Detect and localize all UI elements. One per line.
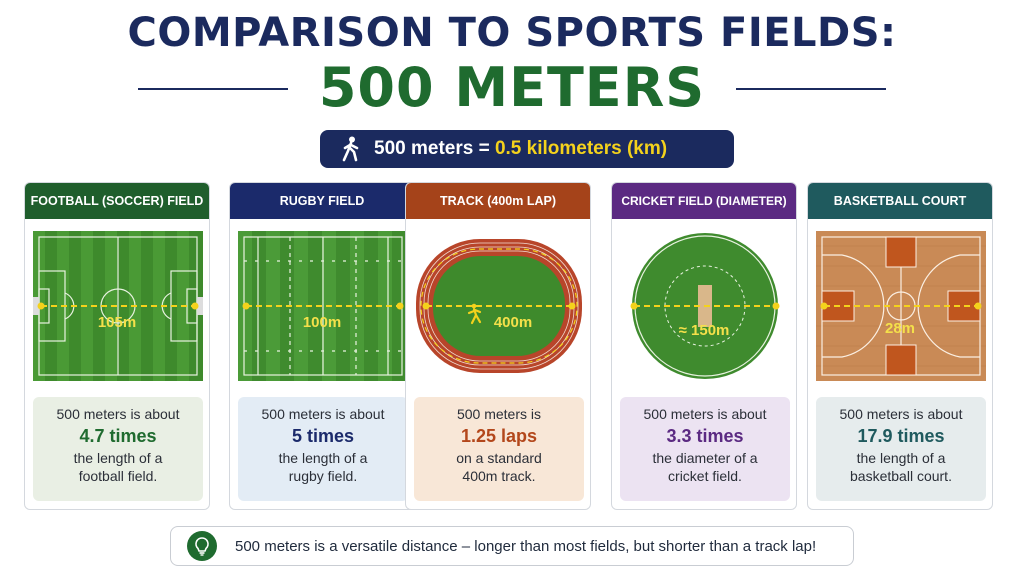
info-line-1: 500 meters is about (261, 406, 385, 422)
field-label-football: 105m (97, 314, 137, 331)
title-rule-right (736, 88, 886, 90)
info-value: 3.3 times (666, 426, 744, 446)
conversion-prefix: 500 meters = (374, 138, 495, 159)
info-box: 500 meters is 1.25 laps on a standard 40… (414, 397, 584, 501)
field-label-cricket: ≈ 150m (678, 322, 730, 339)
info-line-3: the length of a (73, 450, 163, 466)
card-track: TRACK (400m LAP) 500 meters is 1.25 laps… (405, 182, 591, 510)
conversion-highlight: 0.5 kilometers (km) (494, 138, 668, 159)
track-image (414, 231, 584, 381)
field-label-track: 400m (493, 314, 533, 331)
conversion-text: 500 meters = 0.5 kilometers (km) (374, 138, 667, 160)
card-football: FOOTBALL (SOCCER) FIELD 500 met (24, 182, 210, 510)
card-header: CRICKET FIELD (DIAMETER) (612, 183, 796, 219)
info-line-1: 500 meters is (456, 406, 542, 422)
info-line-4: basketball court. (850, 468, 952, 484)
title-rule-left (138, 88, 288, 90)
card-header: TRACK (400m LAP) (406, 183, 590, 219)
field-label-basketball: 28m (884, 320, 916, 337)
conversion-banner: 500 meters = 0.5 kilometers (km) (320, 130, 734, 168)
info-box: 500 meters is about 3.3 times the diamet… (620, 397, 790, 501)
info-box: 500 meters is about 5 times the length o… (238, 397, 408, 501)
info-line-4: football field. (78, 468, 158, 484)
info-value: 5 times (291, 426, 355, 446)
info-value: 1.25 laps (460, 426, 538, 446)
info-box: 500 meters is about 4.7 times the length… (33, 397, 203, 501)
info-line-4: rugby field. (288, 468, 358, 484)
info-line-3: the length of a (856, 450, 946, 466)
card-cricket: CRICKET FIELD (DIAMETER) 500 meters is a… (611, 182, 797, 510)
rugby-field-image (238, 231, 408, 381)
footer-text: 500 meters is a versatile distance – lon… (235, 537, 817, 555)
card-header: FOOTBALL (SOCCER) FIELD (25, 183, 209, 219)
info-box: 500 meters is about 17.9 times the lengt… (816, 397, 986, 501)
cricket-field-image (620, 231, 790, 381)
info-line-1: 500 meters is about (643, 406, 767, 422)
page-title: COMPARISON TO SPORTS FIELDS: (127, 10, 897, 56)
card-header: RUGBY FIELD (230, 183, 414, 219)
card-header: BASKETBALL COURT (808, 183, 992, 219)
page-subtitle: 500 METERS (318, 56, 706, 119)
lightbulb-icon (187, 531, 217, 561)
info-value: 4.7 times (79, 426, 157, 446)
info-line-3: the diameter of a (652, 450, 758, 466)
info-line-4: cricket field. (668, 468, 742, 484)
footer-tip: 500 meters is a versatile distance – lon… (170, 526, 854, 566)
card-basketball: BASKETBALL COURT 500 meters (807, 182, 993, 510)
football-field-image (33, 231, 203, 381)
basketball-court-image (816, 231, 986, 381)
info-value: 17.9 times (857, 426, 945, 446)
walking-person-icon (342, 136, 359, 162)
info-line-4: 400m track. (462, 468, 536, 484)
info-line-3: the length of a (278, 450, 368, 466)
card-rugby: RUGBY FIELD 500 meters is about 5 (229, 182, 415, 510)
info-line-1: 500 meters is about (839, 406, 963, 422)
info-line-3: on a standard (456, 450, 542, 466)
info-line-1: 500 meters is about (56, 406, 180, 422)
field-label-rugby: 100m (302, 314, 342, 331)
